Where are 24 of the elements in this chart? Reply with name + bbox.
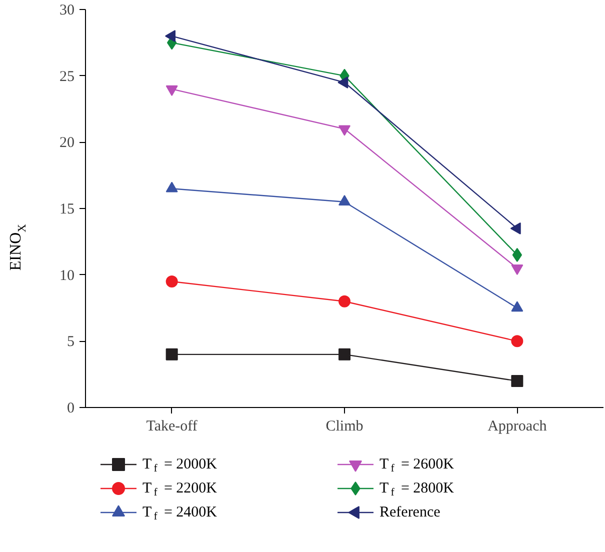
y-tick-label: 15 — [60, 202, 74, 218]
y-tick-label: 20 — [60, 135, 74, 152]
x-tick-label: Approach — [488, 418, 548, 434]
y-axis-title: EINOX — [8, 223, 28, 271]
point — [166, 85, 178, 96]
y-tick-label: 0 — [67, 400, 74, 416]
point — [166, 275, 178, 288]
point — [511, 335, 524, 348]
point — [338, 76, 348, 88]
y-tick-label: 25 — [60, 68, 74, 85]
point — [166, 348, 178, 360]
y-tick-label: 10 — [60, 268, 74, 284]
point — [338, 295, 350, 308]
legend-label: Reference — [380, 504, 441, 520]
point — [338, 348, 350, 360]
y-tick-label: 30 — [60, 2, 74, 18]
point — [511, 374, 524, 387]
x-tick-label: Climb — [326, 418, 364, 434]
x-tick-label: Take-off — [146, 418, 198, 434]
point — [166, 182, 178, 192]
point — [164, 30, 176, 42]
point — [338, 195, 350, 206]
point — [511, 301, 524, 312]
y-tick-label: 5 — [67, 334, 74, 350]
